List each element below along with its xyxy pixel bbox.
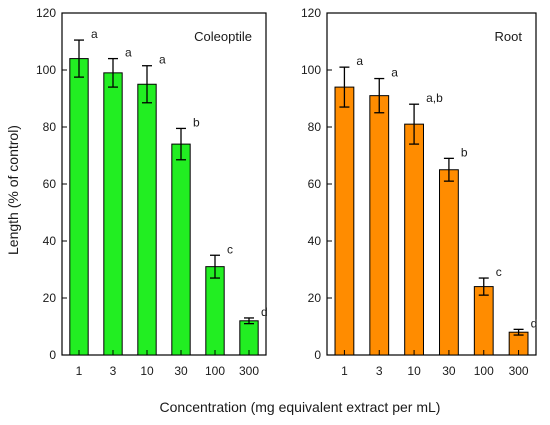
x-tick-label: 1: [76, 364, 83, 378]
significance-letter: b: [193, 115, 200, 129]
x-tick-label: 3: [376, 364, 383, 378]
significance-letter: a,b: [426, 91, 443, 105]
bar: [439, 169, 459, 356]
x-tick-label: 100: [474, 364, 494, 378]
y-tick-label: 40: [308, 234, 322, 248]
x-tick-label: 300: [509, 364, 529, 378]
bar: [473, 286, 494, 356]
y-tick-label: 100: [36, 63, 56, 77]
significance-letter: a: [391, 66, 398, 80]
x-axis-title: Concentration (mg equivalent extract per…: [160, 399, 441, 415]
y-tick-label: 60: [308, 177, 322, 191]
chart-panel-coleoptile: 0 20 40 60 80 100 120 a 1 a 3 a 10 b 30 c 100 d 300 Coleopt…: [36, 6, 268, 378]
significance-letter: c: [227, 242, 233, 256]
bar: [205, 266, 225, 356]
significance-letter: a: [356, 54, 363, 68]
y-tick-label: 120: [301, 6, 321, 20]
x-tick-label: 10: [407, 364, 421, 378]
bar: [369, 95, 390, 356]
significance-letter: a: [91, 27, 98, 41]
bar: [69, 58, 89, 356]
significance-letter: a: [125, 46, 132, 60]
significance-letter: b: [461, 145, 468, 159]
y-tick-label: 80: [43, 120, 57, 134]
y-tick-label: 20: [308, 291, 322, 305]
y-tick-label: 0: [49, 348, 56, 362]
significance-letter: a: [159, 53, 166, 67]
x-tick-label: 100: [205, 364, 225, 378]
x-tick-label: 300: [239, 364, 259, 378]
y-axis-title: Length (% of control): [5, 125, 21, 255]
bar: [404, 123, 424, 356]
x-tick-label: 10: [140, 364, 154, 378]
y-tick-label: 0: [314, 348, 321, 362]
x-tick-label: 30: [442, 364, 456, 378]
bar: [239, 320, 259, 356]
significance-letter: d: [531, 316, 538, 330]
x-tick-label: 3: [110, 364, 117, 378]
bar: [137, 83, 157, 356]
x-tick-label: 1: [341, 364, 348, 378]
y-tick-label: 100: [301, 63, 321, 77]
y-tick-label: 120: [36, 6, 56, 20]
panel-title: Coleoptile: [194, 29, 252, 44]
bar: [171, 143, 191, 356]
significance-letter: d: [261, 305, 268, 319]
y-tick-label: 60: [43, 177, 57, 191]
y-tick-label: 20: [43, 291, 57, 305]
panel-title: Root: [495, 29, 523, 44]
significance-letter: c: [496, 265, 502, 279]
y-tick-label: 40: [43, 234, 57, 248]
x-tick-label: 30: [174, 364, 188, 378]
bar: [103, 72, 123, 356]
chart-panel-root: 0 20 40 60 80 100 120 a 1 a 3 a,b 10 b 30 c 100 d 300 Root: [301, 6, 537, 378]
bar: [334, 86, 355, 356]
y-tick-label: 80: [308, 120, 322, 134]
